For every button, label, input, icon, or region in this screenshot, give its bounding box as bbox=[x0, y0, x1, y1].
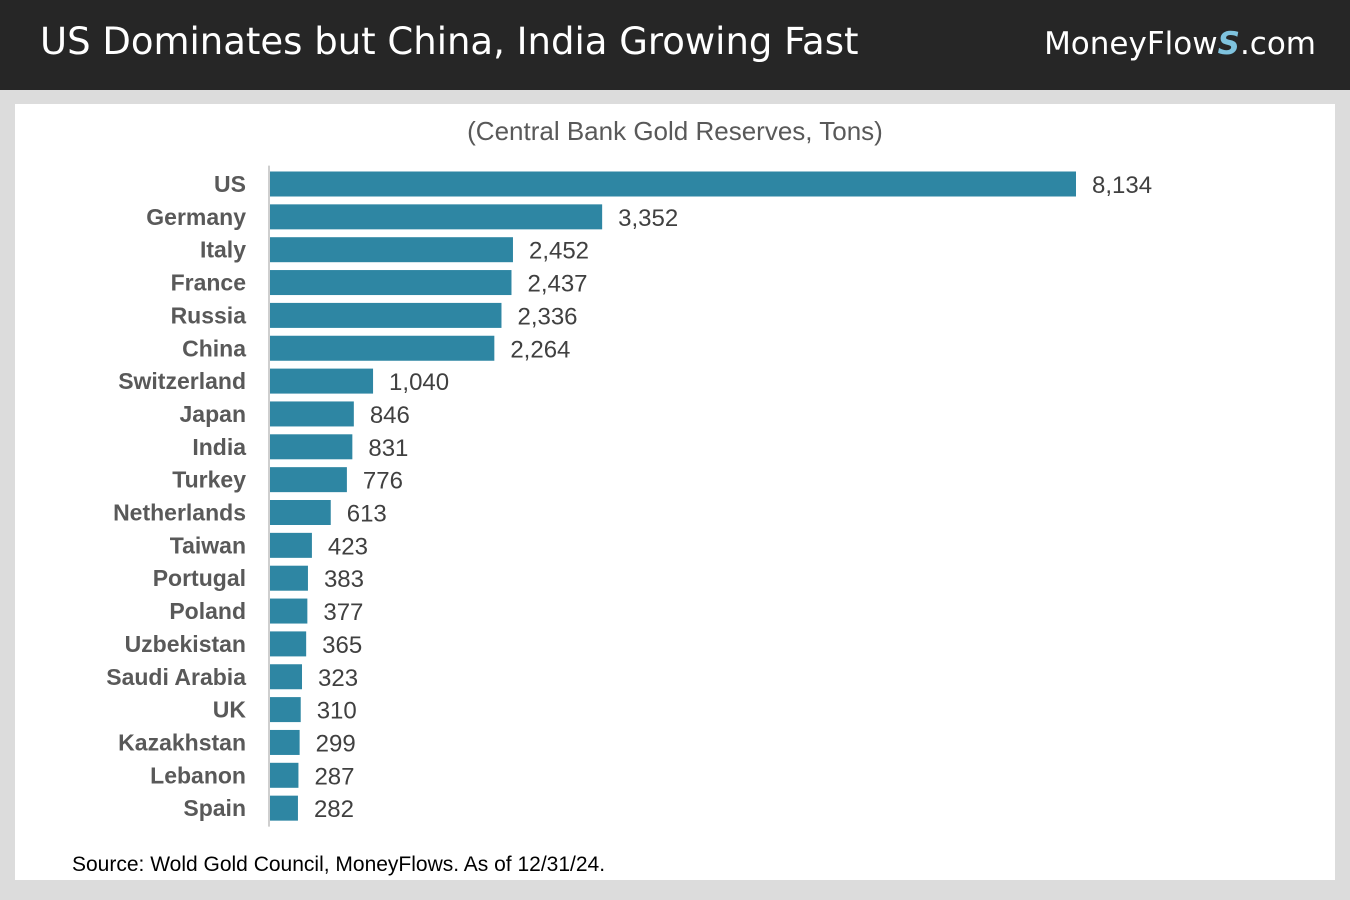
bar bbox=[270, 729, 300, 755]
category-label: Germany bbox=[146, 204, 246, 230]
bar bbox=[270, 532, 312, 558]
category-label: Uzbekistan bbox=[125, 631, 246, 657]
bar bbox=[270, 795, 298, 821]
brand-logo: MoneyFlowS.com bbox=[1044, 24, 1316, 64]
data-label: 1,040 bbox=[389, 369, 449, 396]
brand-prefix: MoneyFlow bbox=[1044, 26, 1218, 62]
category-label: Saudi Arabia bbox=[106, 664, 246, 690]
data-label: 282 bbox=[314, 796, 354, 823]
category-label: Russia bbox=[171, 302, 247, 328]
category-label: Netherlands bbox=[113, 500, 246, 526]
header-bar: US Dominates but China, India Growing Fa… bbox=[0, 0, 1350, 90]
category-label: Turkey bbox=[172, 467, 246, 493]
bar bbox=[270, 598, 308, 624]
category-label: Japan bbox=[180, 401, 246, 427]
bar bbox=[270, 434, 353, 460]
brand-suffix: .com bbox=[1239, 26, 1316, 62]
category-label: Switzerland bbox=[118, 368, 246, 394]
data-label: 323 bbox=[318, 665, 358, 692]
data-label: 2,336 bbox=[517, 303, 577, 330]
data-label: 831 bbox=[368, 435, 408, 462]
category-label: US bbox=[214, 171, 246, 197]
bar bbox=[270, 171, 1076, 197]
bar bbox=[270, 237, 513, 263]
bar bbox=[270, 565, 308, 591]
bar bbox=[270, 302, 502, 328]
data-label: 2,437 bbox=[527, 271, 587, 298]
bar bbox=[270, 697, 301, 723]
data-label: 776 bbox=[363, 468, 403, 495]
data-label: 377 bbox=[323, 599, 363, 626]
category-label: Poland bbox=[169, 598, 246, 624]
data-label: 613 bbox=[347, 501, 387, 528]
bar bbox=[270, 204, 603, 230]
data-label: 3,352 bbox=[618, 205, 678, 232]
category-label: Kazakhstan bbox=[118, 729, 246, 755]
bar-chart: US 8,134 Germany 3,352 Italy 2,452 France 2,437… bbox=[106, 165, 1152, 827]
bar bbox=[270, 401, 354, 427]
bar bbox=[270, 631, 307, 657]
category-label: Taiwan bbox=[170, 532, 246, 558]
data-label: 846 bbox=[370, 402, 410, 429]
data-label: 299 bbox=[316, 730, 356, 757]
bar bbox=[270, 467, 347, 493]
category-label: UK bbox=[213, 697, 247, 723]
data-label: 365 bbox=[322, 632, 362, 659]
source-note: Source: Wold Gold Council, MoneyFlows. A… bbox=[72, 853, 606, 876]
data-label: 383 bbox=[324, 566, 364, 593]
page-title: US Dominates but China, India Growing Fa… bbox=[40, 20, 859, 63]
data-label: 2,264 bbox=[510, 336, 570, 363]
bar bbox=[270, 664, 303, 690]
data-label: 2,452 bbox=[529, 238, 589, 265]
category-label: France bbox=[171, 270, 246, 296]
category-label: Italy bbox=[200, 237, 246, 263]
bar bbox=[270, 500, 331, 525]
bar bbox=[270, 270, 512, 296]
bar bbox=[270, 335, 495, 361]
category-label: India bbox=[192, 434, 246, 460]
category-label: China bbox=[182, 335, 246, 361]
chart-panel: (Central Bank Gold Reserves, Tons) US 8,1… bbox=[15, 104, 1335, 880]
bar bbox=[270, 368, 374, 394]
brand-accent: S bbox=[1217, 26, 1240, 62]
data-label: 287 bbox=[314, 763, 354, 790]
category-label: Lebanon bbox=[150, 762, 246, 788]
chart-subtitle: (Central Bank Gold Reserves, Tons) bbox=[467, 116, 883, 146]
bar bbox=[270, 762, 299, 788]
data-label: 423 bbox=[328, 533, 368, 560]
category-label: Spain bbox=[183, 795, 246, 821]
data-label: 310 bbox=[317, 698, 357, 725]
category-label: Portugal bbox=[153, 565, 246, 591]
data-label: 8,134 bbox=[1092, 172, 1152, 199]
